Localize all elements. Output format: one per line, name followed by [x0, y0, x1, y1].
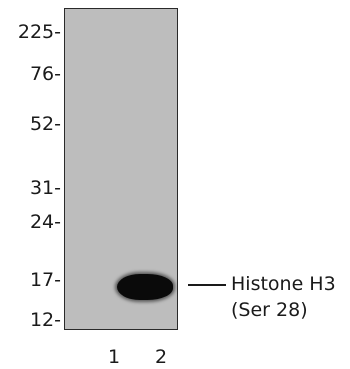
blot-membrane: [64, 8, 178, 330]
lane-label-2: 2: [155, 346, 168, 368]
annotation-pointer-line: [188, 284, 226, 286]
marker-label-76: 76-: [29, 63, 61, 85]
marker-label-31: 31-: [29, 177, 61, 199]
histone-band-lane-2: [117, 274, 173, 300]
marker-label-12: 12-: [29, 309, 61, 331]
marker-label-225: 225-: [17, 21, 61, 43]
annotation-modification: (Ser 28): [231, 299, 308, 321]
lane-label-1: 1: [108, 346, 121, 368]
marker-label-24: 24-: [29, 211, 61, 233]
annotation-protein-name: Histone H3: [231, 273, 336, 295]
marker-label-52: 52-: [29, 113, 61, 135]
marker-label-17: 17-: [29, 269, 61, 291]
